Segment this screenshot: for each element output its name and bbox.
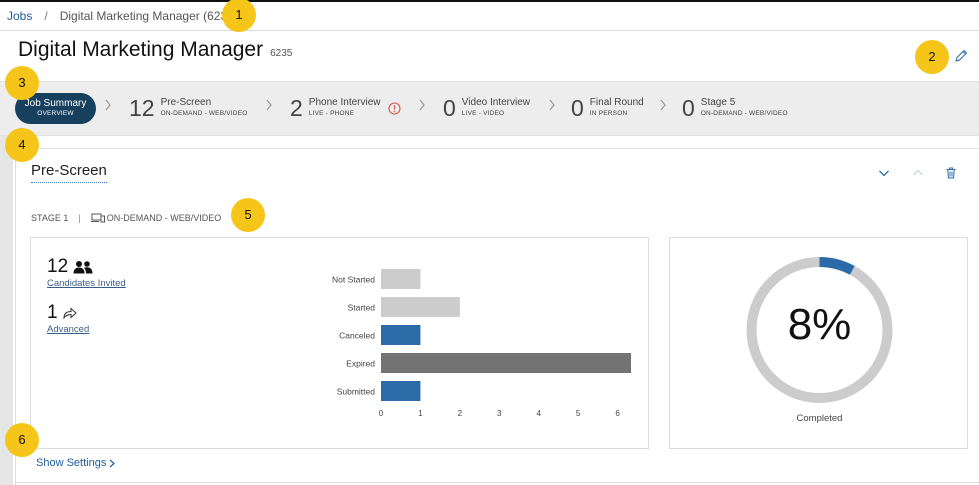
breadcrumb-separator: / (44, 9, 48, 23)
stage-tab-phone-interview[interactable]: 2 Phone Interview LIVE - PHONE (290, 95, 401, 121)
stage-type: LIVE - VIDEO (461, 110, 505, 117)
stage-navigation-bar: Job Summary OVERVIEW 12 Pre-Screen ON-DEM… (0, 81, 979, 136)
page-header: Digital Marketing Manager 6235 (18, 38, 292, 68)
chevron-right-icon (266, 99, 272, 111)
bar-canceled (381, 325, 421, 345)
stage-tab-final-round[interactable]: 0 Final Round IN PERSON (571, 95, 644, 121)
completion-label: Completed (796, 413, 843, 424)
bar-expired (381, 353, 631, 373)
section-title[interactable]: Pre-Screen (31, 162, 107, 183)
completion-percent: 8% (787, 300, 852, 349)
stage-type-label: ON-DEMAND - WEB/VIDEO (106, 213, 222, 223)
chevron-right-icon (660, 99, 666, 111)
card-bottom-border (15, 482, 979, 483)
stage-name: Final Round (589, 97, 644, 108)
job-summary-label: Job Summary (24, 98, 87, 109)
annotation-marker: 2 (915, 40, 949, 74)
stage-type: IN PERSON (589, 110, 628, 117)
bar-category-label: Not Started (332, 275, 375, 285)
x-tick-label: 4 (536, 409, 541, 418)
stage-number: STAGE 1 (31, 213, 69, 223)
meta-divider: | (78, 213, 81, 223)
stage-count: 2 (290, 95, 303, 121)
stage-name: Stage 5 (700, 97, 736, 108)
stage-count: 12 (129, 95, 155, 121)
chevron-up-icon[interactable] (912, 167, 924, 179)
stage-type: ON-DEMAND - WEB/VIDEO (160, 110, 248, 117)
chevron-right-icon (419, 99, 425, 111)
bar-category-label: Submitted (337, 387, 376, 397)
top-border (0, 0, 979, 2)
x-tick-label: 6 (615, 409, 620, 418)
completion-panel: 8% Completed (669, 237, 968, 449)
annotation-marker: 6 (5, 423, 39, 457)
annotation-marker: 5 (231, 198, 265, 232)
bar-submitted (381, 381, 421, 401)
annotation-marker: 4 (5, 128, 39, 162)
chevron-right-icon (109, 459, 116, 467)
stage-type: ON-DEMAND - WEB/VIDEO (700, 110, 788, 117)
job-id: 6235 (270, 48, 293, 59)
stage-tab-stage-5[interactable]: 0 Stage 5 ON-DEMAND - WEB/VIDEO (682, 95, 788, 121)
annotation-marker: 1 (222, 0, 256, 32)
pre-screen-card: Pre-Screen STAGE 1 | ON-DEMAND - WEB/VID… (15, 148, 979, 485)
bar-category-label: Expired (346, 359, 375, 369)
invited-stat: 12 Candidates Invited (47, 256, 126, 289)
breadcrumb-current: Digital Marketing Manager (6235) (59, 9, 238, 23)
breadcrumb-jobs-link[interactable]: Jobs (7, 9, 33, 23)
x-tick-label: 0 (379, 409, 384, 418)
bar-not-started (381, 269, 421, 289)
stage-meta: STAGE 1 | ON-DEMAND - WEB/VIDEO (31, 213, 221, 223)
bar-category-label: Started (348, 303, 376, 313)
x-tick-label: 2 (458, 409, 463, 418)
advanced-count: 1 (47, 302, 58, 323)
chevron-right-icon (105, 99, 111, 111)
stage-type: LIVE - PHONE (308, 110, 355, 117)
stage-count: 0 (443, 95, 456, 121)
devices-icon (90, 213, 105, 223)
annotation-marker: 3 (5, 66, 39, 100)
x-tick-label: 1 (418, 409, 423, 418)
chevron-right-icon (549, 99, 555, 111)
advanced-stat: 1 Advanced (47, 302, 89, 335)
donut-completed-arc (746, 257, 893, 403)
stage-name: Video Interview (461, 97, 530, 108)
stage-count: 0 (571, 95, 584, 121)
forward-arrow-icon (63, 307, 77, 319)
stats-panel: 12 Candidates Invited 1 Advanced Not Sta… (30, 237, 649, 449)
invited-count: 12 (47, 256, 69, 277)
pencil-icon[interactable] (953, 48, 969, 64)
bar-category-label: Canceled (339, 331, 375, 341)
chevron-down-icon[interactable] (878, 167, 890, 179)
bar-started (381, 297, 460, 317)
alert-icon (387, 101, 401, 115)
left-rail (0, 136, 13, 485)
x-tick-label: 3 (497, 409, 502, 418)
status-bar-chart: Not Started Started Canceled Expired Submitt… (332, 269, 631, 418)
completion-donut-chart (746, 257, 893, 403)
show-settings-link[interactable]: Show Settings (36, 457, 116, 469)
stage-tab-pre-screen[interactable]: 12 Pre-Screen ON-DEMAND - WEB/VIDEO (129, 95, 248, 121)
show-settings-label: Show Settings (36, 457, 107, 469)
stage-tab-video-interview[interactable]: 0 Video Interview LIVE - VIDEO (443, 95, 530, 121)
job-summary-sublabel: OVERVIEW (37, 110, 74, 117)
x-tick-label: 5 (576, 409, 581, 418)
breadcrumb: Jobs / Digital Marketing Manager (6235) (0, 2, 979, 31)
trash-icon[interactable] (945, 167, 957, 179)
people-icon (73, 261, 93, 274)
advanced-link[interactable]: Advanced (47, 324, 90, 335)
page-title: Digital Marketing Manager (18, 38, 264, 61)
candidates-invited-link[interactable]: Candidates Invited (47, 278, 126, 289)
stage-count: 0 (682, 95, 695, 121)
stage-name: Phone Interview (308, 97, 381, 108)
stage-name: Pre-Screen (160, 97, 212, 108)
